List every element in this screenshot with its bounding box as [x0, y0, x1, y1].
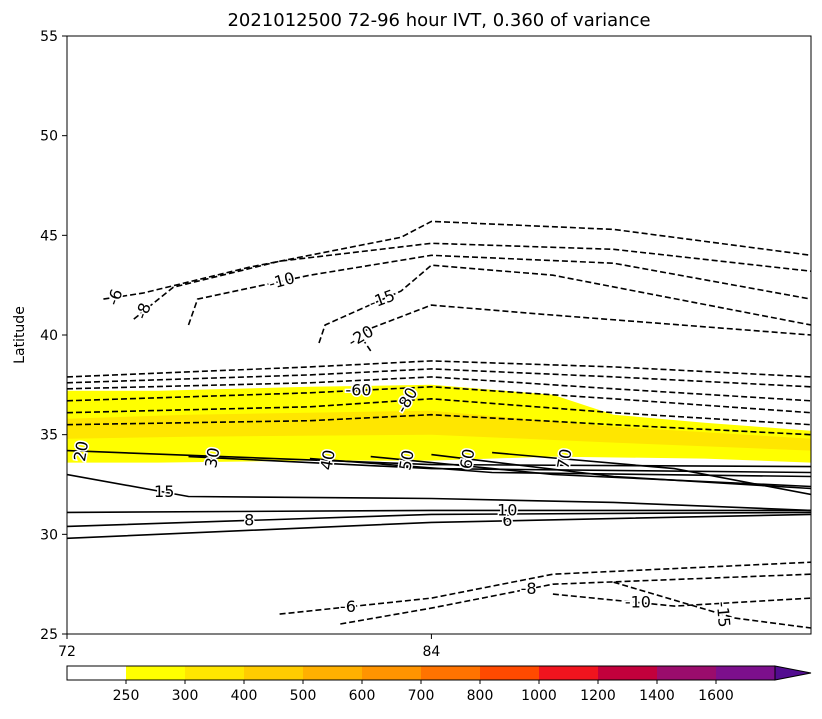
- contour-label: -6: [103, 286, 126, 307]
- contour-label: -15: [713, 601, 734, 629]
- contour-label: -20: [345, 321, 377, 351]
- contour-pos-10: [67, 509, 811, 514]
- contour-label: 15: [154, 482, 174, 501]
- y-tick-label: 35: [40, 428, 58, 444]
- y-tick-label: 50: [40, 129, 58, 145]
- colorbar-segment: [126, 666, 186, 680]
- contour-neg-m15: [318, 264, 811, 344]
- contour-label: 70: [553, 447, 575, 470]
- contour-label: 50: [395, 448, 417, 471]
- contour-neg-m6: [279, 561, 811, 615]
- colorbar-segment: [539, 666, 599, 680]
- contour-neg-m40: [67, 368, 811, 388]
- contour-label: 40: [317, 448, 339, 471]
- colorbar-segment: [185, 666, 245, 680]
- y-tick-label: 30: [40, 527, 58, 543]
- x-tick-label: 72: [58, 644, 76, 660]
- colorbar-tick-label: 1200: [580, 688, 616, 704]
- contour-label: -8: [521, 579, 537, 598]
- y-tick-label: 40: [40, 328, 58, 344]
- colorbar-segment: [362, 666, 422, 680]
- contour-label: -6: [340, 597, 356, 616]
- x-tick-label: 84: [422, 644, 440, 660]
- contour-neg-m60: [67, 385, 811, 414]
- contour-neg-m30: [67, 360, 811, 378]
- contour-neg-m20: [357, 304, 811, 352]
- colorbar: 250 300 400 500 600 700 800 1000 1200 1400 1600: [66, 665, 812, 704]
- colorbar-tick-label: 1400: [639, 688, 675, 704]
- contour-label: -15: [366, 286, 397, 313]
- contour-pos-15: [67, 473, 811, 512]
- colorbar-segment: [480, 666, 540, 680]
- colorbar-extend-arrow: [774, 665, 812, 681]
- y-axis-label: Latitude: [12, 306, 28, 364]
- colorbar-tick-label: 1600: [698, 688, 734, 704]
- colorbar-segment: [67, 666, 127, 680]
- contour-label: 10: [497, 500, 517, 519]
- contour-pos-6: [67, 513, 811, 540]
- contour-neg-m8: [340, 573, 811, 625]
- colorbar-segment: [421, 666, 481, 680]
- contour-pos-20: [67, 449, 811, 468]
- contour-neg-m6: [103, 220, 811, 300]
- colorbar-tick-label: 400: [231, 688, 258, 704]
- contour-neg-m10: [552, 593, 811, 607]
- contour-label: 30: [201, 446, 223, 469]
- colorbar-tick-label: 500: [290, 688, 317, 704]
- colorbar-segment: [303, 666, 363, 680]
- contour-label: 6: [502, 511, 512, 530]
- colorbar-segment: [716, 666, 776, 680]
- colorbar-tick-label: 250: [113, 688, 140, 704]
- contour-neg-m15: [613, 581, 811, 629]
- contour-pos-8: [67, 511, 811, 528]
- contour-label: 8: [244, 510, 254, 529]
- colorbar-segment: [244, 666, 304, 680]
- colorbar-tick-label: 1000: [521, 688, 557, 704]
- ivt-fill-300: [67, 410, 811, 451]
- colorbar-tick-label: 800: [467, 688, 494, 704]
- negative-contours: [67, 220, 811, 629]
- y-tick-label: 45: [40, 228, 58, 244]
- contour-label: -10: [625, 593, 651, 612]
- y-axis: 25 30 35 40 45 50 55: [40, 29, 67, 643]
- contour-neg-m80: [67, 397, 811, 426]
- contour-label: -10: [267, 268, 297, 293]
- contour-neg-m8: [133, 242, 811, 320]
- contour-neg-m10: [187, 254, 811, 326]
- colorbar-tick-label: 300: [172, 688, 199, 704]
- contour-neg-m50: [67, 376, 811, 402]
- contour-pos-70: [492, 451, 811, 496]
- contour-label: -60: [345, 380, 371, 399]
- colorbar-segment: [598, 666, 658, 680]
- contour-label: 60: [456, 447, 478, 470]
- positive-contours: [67, 449, 811, 540]
- plot-frame: [66, 35, 812, 635]
- chart-title: 2021012500 72-96 hour IVT, 0.360 of vari…: [227, 10, 650, 31]
- contour-label: 20: [70, 439, 92, 462]
- y-tick-label: 55: [40, 29, 58, 45]
- contour-neg-m100: [67, 413, 811, 436]
- colorbar-tick-label: 700: [408, 688, 435, 704]
- x-axis: 72 84: [58, 634, 440, 660]
- ivt-filled-contours: [67, 384, 811, 463]
- colorbar-tick-label: 600: [349, 688, 376, 704]
- contour-pos-60: [431, 453, 811, 490]
- colorbar-segment: [657, 666, 717, 680]
- y-tick-label: 25: [40, 627, 58, 643]
